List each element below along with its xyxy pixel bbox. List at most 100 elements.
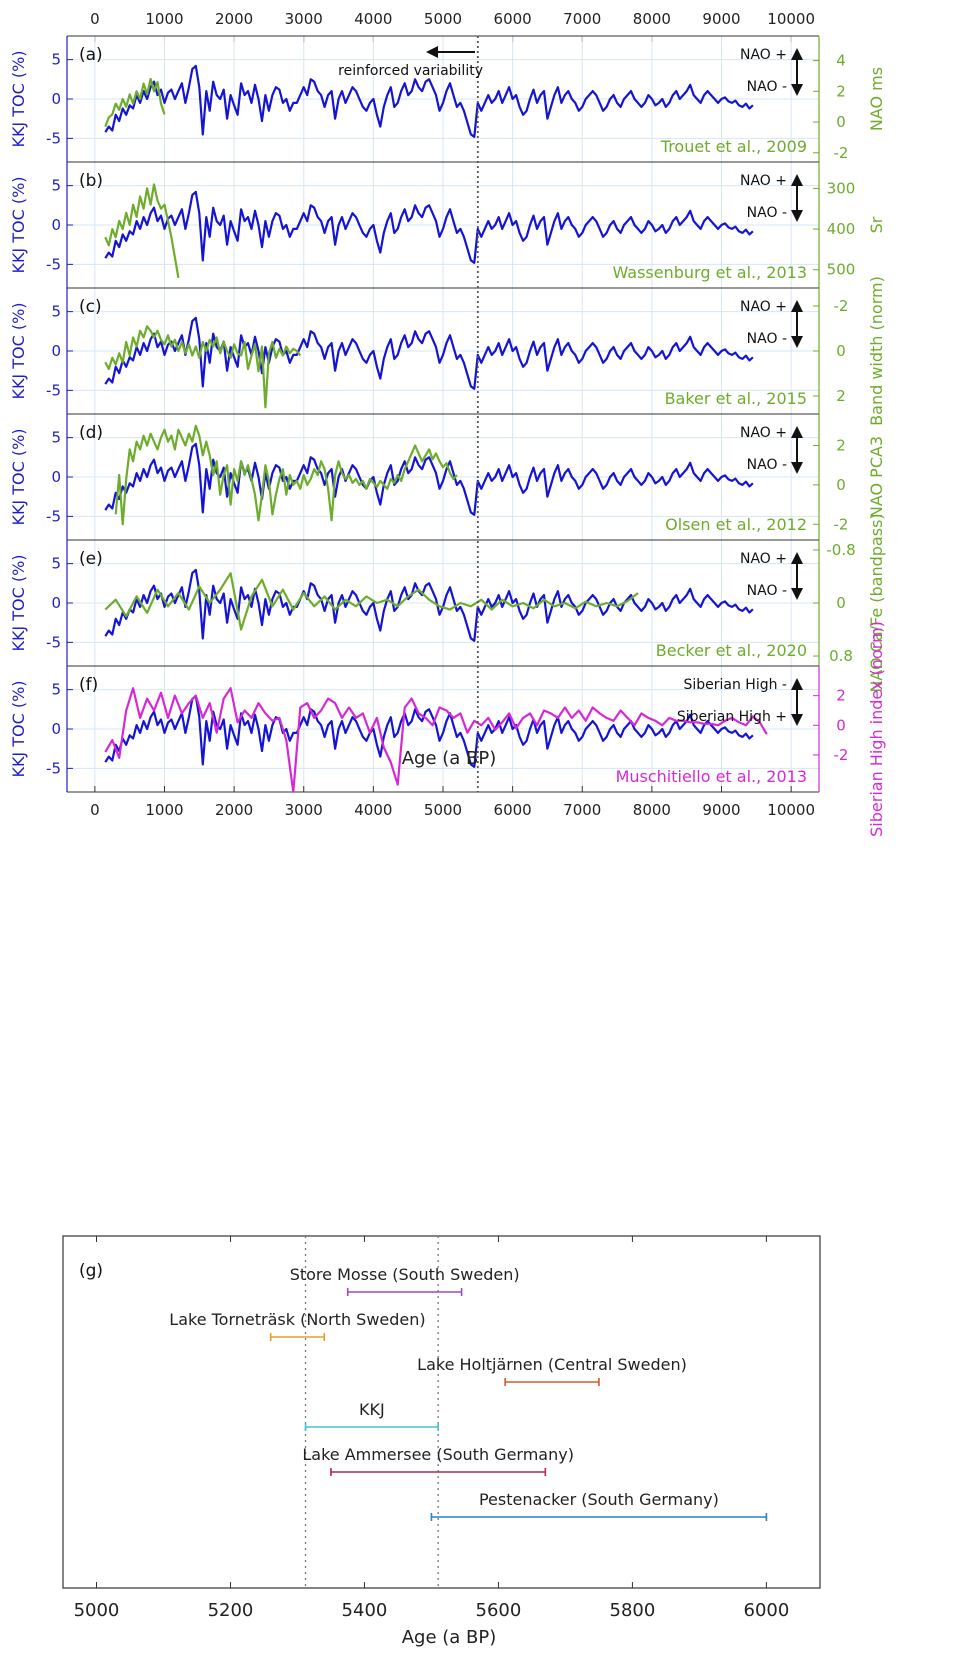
left-tick-label: 5 [51,681,61,699]
left-tick-label: 0 [51,720,61,738]
indicator-plus: NAO + [740,47,787,63]
left-tick-label: -5 [46,381,61,399]
indicator-plus: Siberian High - [683,677,787,693]
indicator-arrow-up [791,678,803,690]
indicator-arrow-down [791,462,803,474]
right-axis-label: NAO ms [867,67,886,131]
top-tick-label: 5000 [424,10,462,28]
right-tick-label: 0 [836,476,846,494]
indicator-plus: NAO + [740,299,787,315]
right-tick-label: -2 [834,297,849,315]
kkj-toc-series [104,694,754,768]
indicator-arrow-up [791,48,803,60]
right-axis-label: Sr [867,216,886,233]
left-tick-label: -5 [46,633,61,651]
top-tick-label: 1000 [145,10,183,28]
comparison-series [104,687,768,792]
bottom-tick-label: 5000 [424,801,462,819]
kkj-toc-series [104,64,754,138]
top-tick-label: 9000 [702,10,740,28]
bottom-tick-label: 2000 [215,801,253,819]
panel-f: -5 0 5 KKJ TOC (%) -2 0 2 Siberian High index (… [9,621,886,837]
top-tick-label: 2000 [215,10,253,28]
right-tick-label: 0 [836,342,846,360]
top-tick-label: 8000 [633,10,671,28]
right-tick-label: 500 [827,261,856,279]
left-tick-label: 0 [51,90,61,108]
right-tick-label: 0.8 [829,647,853,665]
right-tick-label: 2 [836,387,846,405]
bottom-tick-label: 7000 [563,801,601,819]
reinforced-arrow-head [426,46,438,58]
interval-4: Lake Ammersee (South Germany) [302,1445,574,1476]
indicator-arrow-up [791,174,803,186]
right-tick-label: 2 [836,437,846,455]
panel-citation: Baker et al., 2015 [665,389,807,408]
top-tick-label: 10000 [767,10,815,28]
right-tick-label: -0.8 [826,541,855,559]
top-tick-label: 6000 [494,10,532,28]
kkj-toc-series [104,316,754,390]
right-tick-label: -2 [834,746,849,764]
indicator-arrow-down [791,336,803,348]
panel-citation: Becker et al., 2020 [656,641,807,660]
panel-citation: Olsen et al., 2012 [665,515,807,534]
interval-tick-label: 5800 [610,1600,656,1621]
indicator-plus: NAO + [740,425,787,441]
interval-label: Store Mosse (South Sweden) [290,1265,520,1284]
kkj-toc-series [104,190,754,264]
indicator-arrow-up [791,552,803,564]
right-axis-label: Band width (norm) [867,276,886,426]
interval-panel-label: (g) [79,1261,103,1281]
indicator-arrow-up [791,426,803,438]
comparison-panels: -5 0 5 KKJ TOC (%) -2 0 2 4 NAO ms (a) Trouet et a… [9,35,886,837]
right-tick-label: 2 [836,687,846,705]
left-tick-label: -5 [46,507,61,525]
indicator-minus: NAO - [747,457,787,473]
indicator-minus: NAO - [747,583,787,599]
interval-2: Lake Holtjärnen (Central Sweden) [417,1355,687,1386]
panel-label: (e) [79,549,103,569]
right-tick-label: 4 [836,52,846,70]
left-tick-label: 0 [51,594,61,612]
bottom-tick-label: 10000 [767,801,815,819]
left-tick-label: 0 [51,468,61,486]
interval-tick-label: 5400 [342,1600,388,1621]
indicator-arrow-up [791,300,803,312]
right-tick-label: 300 [827,179,856,197]
left-tick-label: 0 [51,342,61,360]
interval-tick-label: 5000 [74,1600,120,1621]
right-tick-label: -2 [834,144,849,162]
left-tick-label: 0 [51,216,61,234]
interval-frame [62,1235,821,1589]
interval-3: KKJ [304,1400,439,1431]
kkj-axis-label: KKJ TOC (%) [9,428,28,525]
left-tick-label: 5 [51,51,61,69]
bottom-tick-label: 1000 [145,801,183,819]
interval-0: Store Mosse (South Sweden) [290,1265,520,1296]
panel-d: -5 0 5 KKJ TOC (%) -2 0 2 NAO PCA3 (d) Olsen et a… [9,413,886,541]
panel-label: (b) [79,171,103,191]
comparison-series [104,325,302,409]
interval-label: KKJ [359,1400,385,1419]
top-tick-label: 0 [90,10,100,28]
bottom-tick-label: 9000 [702,801,740,819]
interval-label: Lake Holtjärnen (Central Sweden) [417,1355,687,1374]
top-age-axis: 0 1000 2000 3000 4000 5000 6000 7000 8000 9000 100… [90,10,815,42]
panel-label: (d) [79,423,103,443]
comparison-series [104,77,166,128]
right-tick-label: 0 [836,113,846,131]
panel-label: (a) [79,45,103,65]
panel-b: -5 0 5 KKJ TOC (%) 300 400 500 Sr (b) Wassenburg … [9,161,886,289]
panel-citation: Muschitiello et al., 2013 [616,767,807,786]
interval-tick-label: 5600 [476,1600,522,1621]
comparison-series [104,183,180,278]
left-tick-label: -5 [46,129,61,147]
bottom-tick-label: 4000 [354,801,392,819]
kkj-axis-label: KKJ TOC (%) [9,680,28,777]
top-tick-label: 7000 [563,10,601,28]
indicator-minus: NAO - [747,205,787,221]
kkj-axis-label: KKJ TOC (%) [9,554,28,651]
age-axis-label: Age (a BP) [402,748,497,769]
indicator-minus: Siberian High + [677,709,787,725]
